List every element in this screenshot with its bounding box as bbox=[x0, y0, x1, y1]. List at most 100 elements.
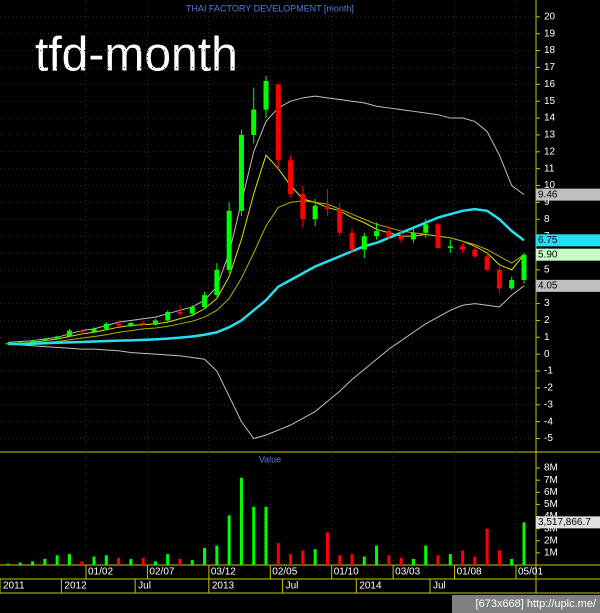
candle-body bbox=[238, 134, 244, 211]
volume-title: Value bbox=[259, 454, 281, 464]
volume-label-box bbox=[536, 516, 600, 529]
chart-subtitle: tfd-month bbox=[35, 29, 238, 82]
candle-body bbox=[214, 269, 220, 296]
period-label: 2011 bbox=[3, 581, 25, 592]
volume-bar bbox=[387, 555, 391, 565]
y-tick-label: 3 bbox=[544, 298, 550, 309]
candle-body bbox=[337, 209, 343, 233]
y-tick-label: 5 bbox=[544, 264, 550, 275]
volume-bar bbox=[203, 548, 207, 565]
volume-bar bbox=[497, 550, 501, 565]
volume-bar bbox=[411, 558, 415, 565]
candle-body bbox=[361, 236, 367, 250]
candle-body bbox=[521, 254, 527, 280]
v-tick-label: 1M bbox=[544, 548, 558, 559]
candle-body bbox=[423, 224, 429, 233]
candle-body bbox=[79, 330, 85, 333]
candle-body bbox=[5, 343, 11, 345]
watermark: [673x668] http://uplc.me/ bbox=[476, 598, 597, 610]
candle-body bbox=[484, 256, 490, 270]
candle-body bbox=[275, 84, 281, 161]
y-tick-label: 20 bbox=[544, 12, 556, 23]
candle-body bbox=[410, 232, 416, 240]
y-tick-label: 1 bbox=[544, 332, 550, 343]
candle-body bbox=[152, 320, 158, 325]
volume-bar bbox=[522, 522, 526, 565]
y-tick-label: -1 bbox=[544, 366, 553, 377]
period-label: Jul bbox=[286, 581, 299, 592]
x-tick-label: 03/03 bbox=[395, 567, 420, 578]
candle-body bbox=[30, 340, 36, 343]
y-tick-label: 10 bbox=[544, 180, 556, 191]
candle-body bbox=[140, 322, 146, 325]
y-tick-label: 9 bbox=[544, 197, 550, 208]
price-label: 5.90 bbox=[538, 249, 558, 260]
candle-body bbox=[496, 269, 502, 289]
volume-bar bbox=[264, 506, 268, 565]
y-tick-label: -5 bbox=[544, 433, 553, 444]
y-tick-label: 8 bbox=[544, 214, 550, 225]
candle-body bbox=[66, 330, 72, 337]
volume-bar bbox=[92, 556, 96, 565]
volume-bar bbox=[448, 554, 452, 565]
v-tick-label: 7M bbox=[544, 475, 558, 486]
volume-bar bbox=[350, 554, 354, 565]
y-tick-label: 17 bbox=[544, 62, 556, 73]
volume-bar bbox=[289, 554, 293, 565]
volume-bar bbox=[43, 558, 47, 565]
candle-body bbox=[398, 236, 404, 240]
v-tick-label: 3M bbox=[544, 523, 558, 534]
candle-body bbox=[374, 231, 380, 237]
volume-bar bbox=[485, 528, 489, 565]
candle-body bbox=[103, 323, 109, 329]
overlay-line bbox=[8, 207, 525, 346]
v-tick-label: 2M bbox=[544, 535, 558, 546]
volume-label: 3,517,866.7 bbox=[538, 517, 591, 528]
period-label: 2014 bbox=[359, 581, 382, 592]
volume-bar bbox=[117, 557, 121, 565]
y-tick-label: 14 bbox=[544, 113, 556, 124]
volume-bar bbox=[104, 555, 108, 565]
candle-body bbox=[460, 246, 466, 250]
volume-bar bbox=[239, 477, 243, 565]
volume-bar bbox=[141, 557, 145, 565]
price-label-box bbox=[536, 248, 600, 261]
volume-bar bbox=[129, 558, 133, 565]
candle-body bbox=[251, 109, 257, 135]
candle-body bbox=[472, 249, 478, 257]
y-tick-label: 0 bbox=[544, 349, 550, 360]
volume-bar bbox=[375, 545, 379, 565]
price-label: 4.05 bbox=[538, 281, 558, 292]
volume-bar bbox=[362, 556, 366, 565]
candle-body bbox=[42, 339, 48, 341]
candle-body bbox=[324, 205, 330, 210]
candle-body bbox=[435, 224, 441, 248]
volume-bar bbox=[166, 554, 170, 565]
candle-body bbox=[189, 306, 195, 314]
volume-bar bbox=[190, 560, 194, 565]
y-tick-label: 11 bbox=[544, 163, 555, 174]
y-tick-label: 18 bbox=[544, 45, 556, 56]
v-tick-label: 5M bbox=[544, 499, 558, 510]
volume-bar bbox=[276, 543, 280, 565]
candle-body bbox=[202, 295, 208, 307]
price-label: 9.46 bbox=[538, 189, 558, 200]
volume-bar bbox=[31, 561, 35, 565]
watermark-box bbox=[452, 595, 600, 613]
candle-body bbox=[447, 246, 453, 248]
volume-bar bbox=[178, 558, 182, 565]
y-tick-label: 13 bbox=[544, 130, 556, 141]
candle-body bbox=[17, 342, 23, 344]
period-label: Jul bbox=[138, 581, 151, 592]
volume-bar bbox=[313, 549, 317, 565]
volume-bar bbox=[424, 545, 428, 565]
y-tick-label: 12 bbox=[544, 146, 556, 157]
candle-body bbox=[509, 279, 515, 289]
volume-bar bbox=[18, 562, 22, 565]
y-tick-label: 15 bbox=[544, 96, 556, 107]
candle-body bbox=[54, 336, 60, 339]
volume-bar bbox=[6, 563, 10, 565]
volume-bar bbox=[510, 558, 514, 565]
v-tick-label: 6M bbox=[544, 487, 558, 498]
